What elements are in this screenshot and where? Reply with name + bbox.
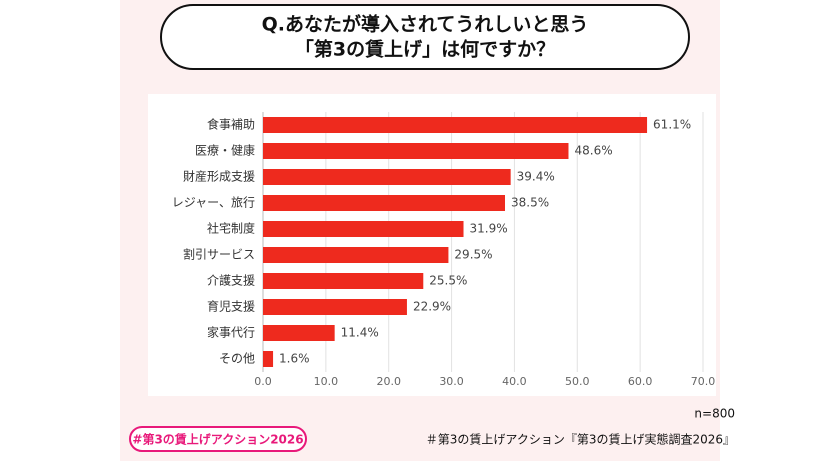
y-tick-label: 医療・健康 — [195, 143, 255, 158]
value-label: 22.9% — [413, 300, 451, 314]
title-box — [160, 4, 690, 70]
y-tick-label: 介護支援 — [207, 273, 255, 288]
value-label: 1.6% — [279, 352, 310, 366]
y-tick-label: レジャー、旅行 — [172, 196, 255, 210]
x-tick-label: 60.0 — [628, 375, 653, 388]
x-tick-label: 10.0 — [314, 375, 339, 388]
bar — [263, 273, 424, 289]
y-tick-label: 社宅制度 — [207, 221, 255, 236]
sample-note: n=800 — [694, 407, 735, 421]
x-tick-label: 50.0 — [565, 375, 590, 388]
badge — [129, 426, 307, 452]
y-tick-label: 財産形成支援 — [183, 169, 255, 184]
bar — [263, 247, 449, 263]
value-label: 39.4% — [517, 170, 555, 184]
chart-title: 「第3の賃上げ」は何ですか？ — [295, 38, 555, 61]
y-tick-label: その他 — [219, 352, 255, 366]
value-label: 11.4% — [341, 326, 379, 340]
bar — [263, 195, 505, 211]
y-tick-label: 家事代行 — [207, 325, 255, 340]
source: ＃第3の賃上げアクション『第3の賃上げ実態調査2026』 — [426, 432, 735, 447]
value-label: 25.5% — [429, 274, 467, 288]
value-label: 61.1% — [653, 118, 691, 132]
bar — [263, 221, 464, 237]
value-label: 31.9% — [470, 222, 508, 236]
bar — [263, 169, 511, 185]
value-label: 29.5% — [454, 248, 492, 262]
value-label: 48.6% — [574, 144, 612, 158]
bar — [263, 325, 335, 341]
badge-text: #第3の賃上げアクション2026 — [132, 432, 303, 447]
x-tick-label: 40.0 — [502, 375, 527, 388]
x-tick-label: 70.0 — [691, 375, 716, 388]
value-label: 38.5% — [511, 196, 549, 210]
y-tick-label: 割引サービス — [183, 247, 255, 262]
bar — [263, 117, 648, 133]
x-tick-label: 30.0 — [439, 375, 464, 388]
x-tick-label: 20.0 — [376, 375, 401, 388]
y-tick-label: 食事補助 — [207, 117, 255, 132]
x-tick-label: 0.0 — [254, 375, 272, 388]
bar — [263, 143, 569, 159]
y-tick-label: 育児支援 — [207, 299, 255, 314]
chart-title: Q.あなたが導入されてうれしいと思う — [262, 13, 589, 36]
bar — [263, 351, 274, 367]
bar — [263, 299, 407, 315]
